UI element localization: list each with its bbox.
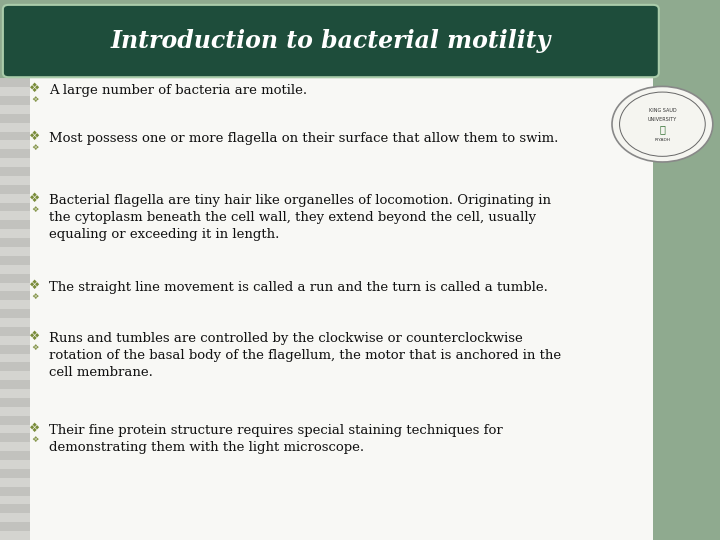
Text: A large number of bacteria are motile.: A large number of bacteria are motile. — [49, 84, 307, 97]
Bar — [0, 327, 30, 336]
Text: Runs and tumbles are controlled by the clockwise or counterclockwise
rotation of: Runs and tumbles are controlled by the c… — [49, 332, 561, 379]
Bar — [0, 522, 30, 531]
Circle shape — [612, 86, 713, 162]
Bar — [0, 105, 30, 114]
Bar — [0, 292, 30, 300]
Text: Introduction to bacterial motility: Introduction to bacterial motility — [111, 29, 551, 53]
Bar — [0, 372, 30, 380]
Text: ❖: ❖ — [29, 279, 40, 292]
Bar — [0, 424, 30, 434]
Bar — [0, 398, 30, 407]
Bar — [0, 87, 30, 96]
Bar — [0, 478, 30, 487]
Bar — [0, 274, 30, 282]
Bar — [0, 354, 30, 362]
Text: ❖: ❖ — [31, 292, 38, 301]
Text: ❖: ❖ — [31, 205, 38, 214]
Bar — [0, 460, 30, 469]
Bar — [0, 345, 30, 354]
Bar — [0, 167, 30, 176]
Text: ❖: ❖ — [31, 94, 38, 104]
Bar — [0, 265, 30, 274]
Text: KING SAUD: KING SAUD — [649, 108, 676, 113]
Bar — [0, 140, 30, 150]
Bar — [0, 514, 30, 522]
Bar — [0, 114, 30, 123]
Bar — [0, 96, 30, 105]
Text: ❖: ❖ — [29, 330, 40, 343]
Text: 🌿: 🌿 — [660, 125, 665, 134]
Bar — [0, 531, 30, 540]
FancyBboxPatch shape — [3, 5, 659, 77]
Bar — [0, 451, 30, 460]
Bar — [0, 496, 30, 504]
Bar — [0, 212, 30, 220]
Bar — [0, 434, 30, 442]
Text: ❖: ❖ — [29, 422, 40, 435]
Bar — [0, 220, 30, 230]
Bar — [0, 407, 30, 416]
Text: The straight line movement is called a run and the turn is called a tumble.: The straight line movement is called a r… — [49, 281, 548, 294]
Bar — [0, 123, 30, 132]
Bar — [0, 238, 30, 247]
Bar — [9, 78, 653, 540]
Bar — [0, 202, 30, 212]
Bar — [0, 194, 30, 202]
Text: ❖: ❖ — [29, 130, 40, 143]
Text: ❖: ❖ — [29, 192, 40, 205]
Text: ❖: ❖ — [29, 82, 40, 94]
Bar — [0, 309, 30, 318]
Bar — [0, 247, 30, 256]
Text: Their fine protein structure requires special staining techniques for
demonstrat: Their fine protein structure requires sp… — [49, 424, 503, 454]
Bar — [0, 362, 30, 372]
Bar — [0, 487, 30, 496]
Bar — [0, 318, 30, 327]
Bar — [0, 336, 30, 345]
Bar — [0, 132, 30, 140]
Bar — [0, 442, 30, 451]
Bar — [0, 230, 30, 238]
Text: Bacterial flagella are tiny hair like organelles of locomotion. Originating in
t: Bacterial flagella are tiny hair like or… — [49, 194, 551, 241]
Bar — [0, 78, 30, 87]
Bar — [0, 300, 30, 309]
Bar — [0, 150, 30, 158]
Bar — [0, 282, 30, 292]
Text: UNIVERSITY: UNIVERSITY — [648, 117, 677, 123]
Bar — [0, 504, 30, 514]
Text: ❖: ❖ — [31, 343, 38, 352]
Text: Most possess one or more flagella on their surface that allow them to swim.: Most possess one or more flagella on the… — [49, 132, 558, 145]
Bar — [0, 185, 30, 194]
Text: ❖: ❖ — [31, 435, 38, 444]
Bar — [0, 256, 30, 265]
Bar — [0, 469, 30, 478]
Text: ❖: ❖ — [31, 143, 38, 152]
Text: RIYADH: RIYADH — [654, 138, 670, 143]
Bar — [0, 158, 30, 167]
Bar — [0, 176, 30, 185]
Bar — [0, 380, 30, 389]
Bar — [0, 416, 30, 424]
Bar — [0, 389, 30, 398]
